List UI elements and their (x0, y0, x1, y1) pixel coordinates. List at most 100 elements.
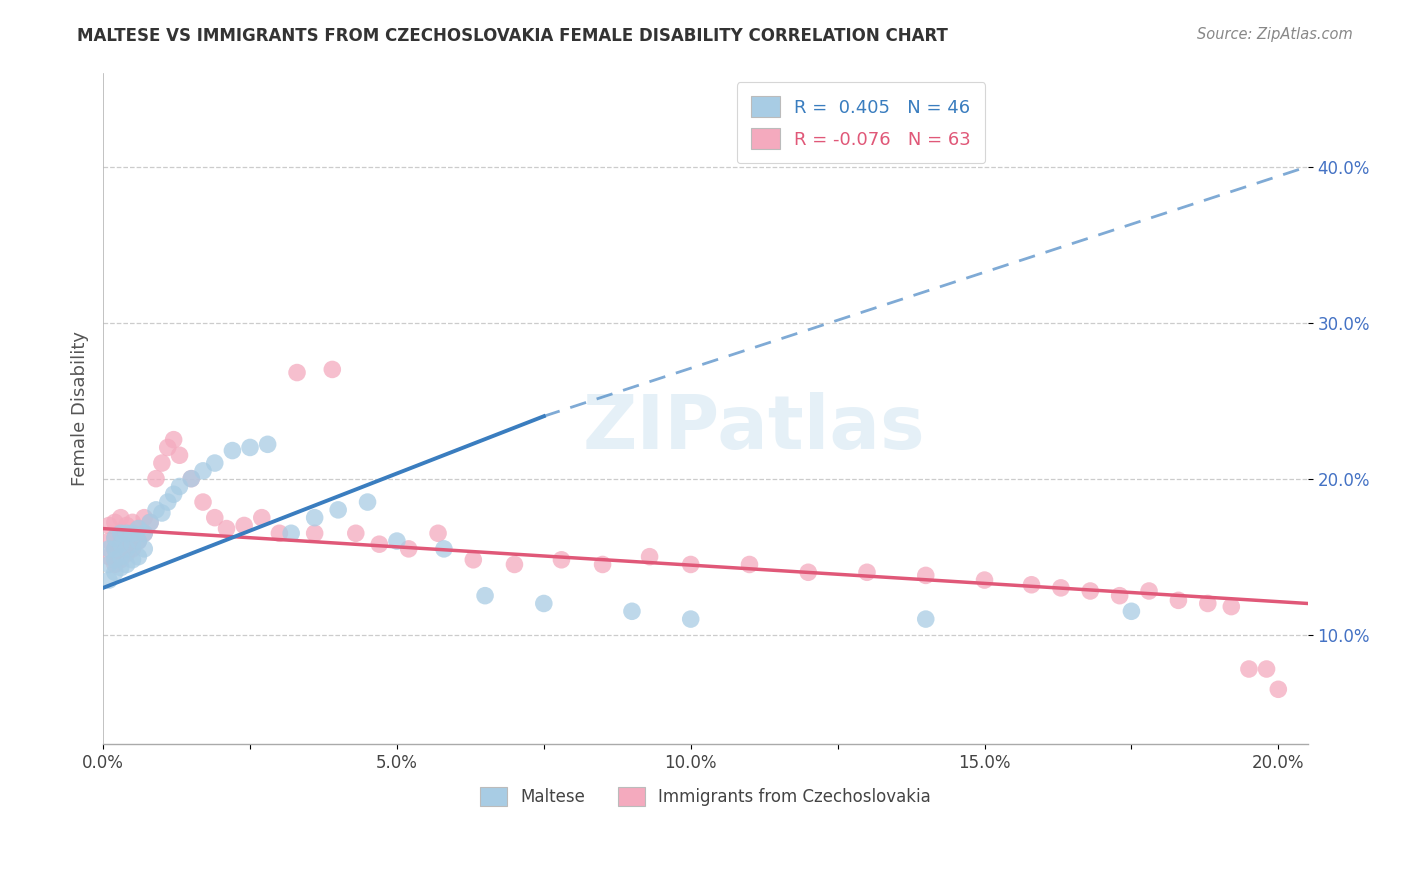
Point (250, 510, 273, 524)
Point (1237, 662, 1260, 676)
Point (127, 522, 149, 536)
Point (115, 547, 138, 561)
Point (215, 522, 238, 536)
Point (679, 612, 702, 626)
Point (98, 558, 121, 572)
Point (110, 526, 132, 541)
Point (1167, 593, 1189, 607)
Point (592, 558, 614, 572)
Point (104, 566, 127, 580)
Point (1267, 682, 1289, 697)
Point (104, 541, 127, 556)
Point (145, 503, 167, 517)
Point (398, 541, 420, 556)
Point (180, 472, 202, 486)
Point (1137, 584, 1160, 599)
Point (328, 503, 350, 517)
Point (1050, 581, 1073, 595)
Point (156, 441, 179, 455)
Point (797, 566, 820, 580)
Point (550, 553, 572, 567)
Point (474, 589, 496, 603)
Text: MALTESE VS IMMIGRANTS FROM CZECHOSLOVAKIA FEMALE DISABILITY CORRELATION CHART: MALTESE VS IMMIGRANTS FROM CZECHOSLOVAKI… (77, 27, 948, 45)
Point (121, 553, 143, 567)
Point (973, 573, 995, 587)
Point (110, 560, 132, 574)
Point (127, 549, 149, 564)
Point (427, 526, 450, 541)
Point (169, 479, 191, 493)
Point (162, 487, 184, 501)
Point (110, 549, 132, 564)
Point (169, 448, 191, 462)
Point (104, 531, 127, 545)
Point (204, 510, 226, 524)
Point (98, 518, 121, 533)
Point (304, 526, 326, 541)
Point (127, 534, 149, 549)
Point (110, 526, 132, 541)
Point (239, 441, 262, 455)
Point (1078, 584, 1101, 599)
Point (121, 537, 143, 551)
Point (1021, 578, 1043, 592)
Point (134, 541, 156, 556)
Point (115, 526, 138, 541)
Point (139, 516, 162, 530)
Point (463, 553, 485, 567)
Point (104, 531, 127, 545)
Point (385, 534, 408, 549)
Point (503, 558, 526, 572)
Point (233, 518, 256, 533)
Point (115, 518, 138, 533)
Point (115, 531, 138, 545)
Point (98, 573, 121, 587)
Point (110, 553, 132, 567)
Point (104, 516, 127, 530)
Point (256, 437, 278, 451)
Point (321, 362, 343, 376)
Point (679, 558, 702, 572)
Point (127, 522, 149, 536)
Point (344, 526, 367, 541)
Point (914, 612, 936, 626)
Point (221, 443, 243, 458)
Point (1197, 597, 1219, 611)
Point (110, 510, 132, 524)
Point (110, 537, 132, 551)
Point (115, 541, 138, 556)
Point (914, 568, 936, 582)
Point (145, 472, 167, 486)
Point (134, 510, 156, 524)
Point (150, 506, 173, 520)
Point (533, 597, 555, 611)
Point (191, 495, 214, 509)
Point (269, 526, 291, 541)
Point (356, 495, 378, 509)
Point (1256, 662, 1278, 676)
Point (738, 558, 761, 572)
Point (134, 526, 156, 541)
Point (856, 566, 879, 580)
Point (1220, 599, 1243, 614)
Point (285, 366, 308, 380)
Point (104, 558, 127, 572)
Point (368, 537, 391, 551)
Point (304, 510, 326, 524)
Point (156, 495, 179, 509)
Point (98, 541, 121, 556)
Point (620, 604, 643, 618)
Point (134, 526, 156, 541)
Point (110, 537, 132, 551)
Point (121, 526, 143, 541)
Point (121, 541, 143, 556)
Text: Source: ZipAtlas.com: Source: ZipAtlas.com (1197, 27, 1353, 42)
Point (150, 456, 173, 470)
Y-axis label: Female Disability: Female Disability (72, 331, 89, 486)
Point (204, 456, 226, 470)
Point (638, 549, 661, 564)
Legend: Maltese, Immigrants from Czechoslovakia: Maltese, Immigrants from Czechoslovakia (474, 780, 938, 813)
Point (433, 541, 456, 556)
Point (104, 553, 127, 567)
Point (191, 464, 214, 478)
